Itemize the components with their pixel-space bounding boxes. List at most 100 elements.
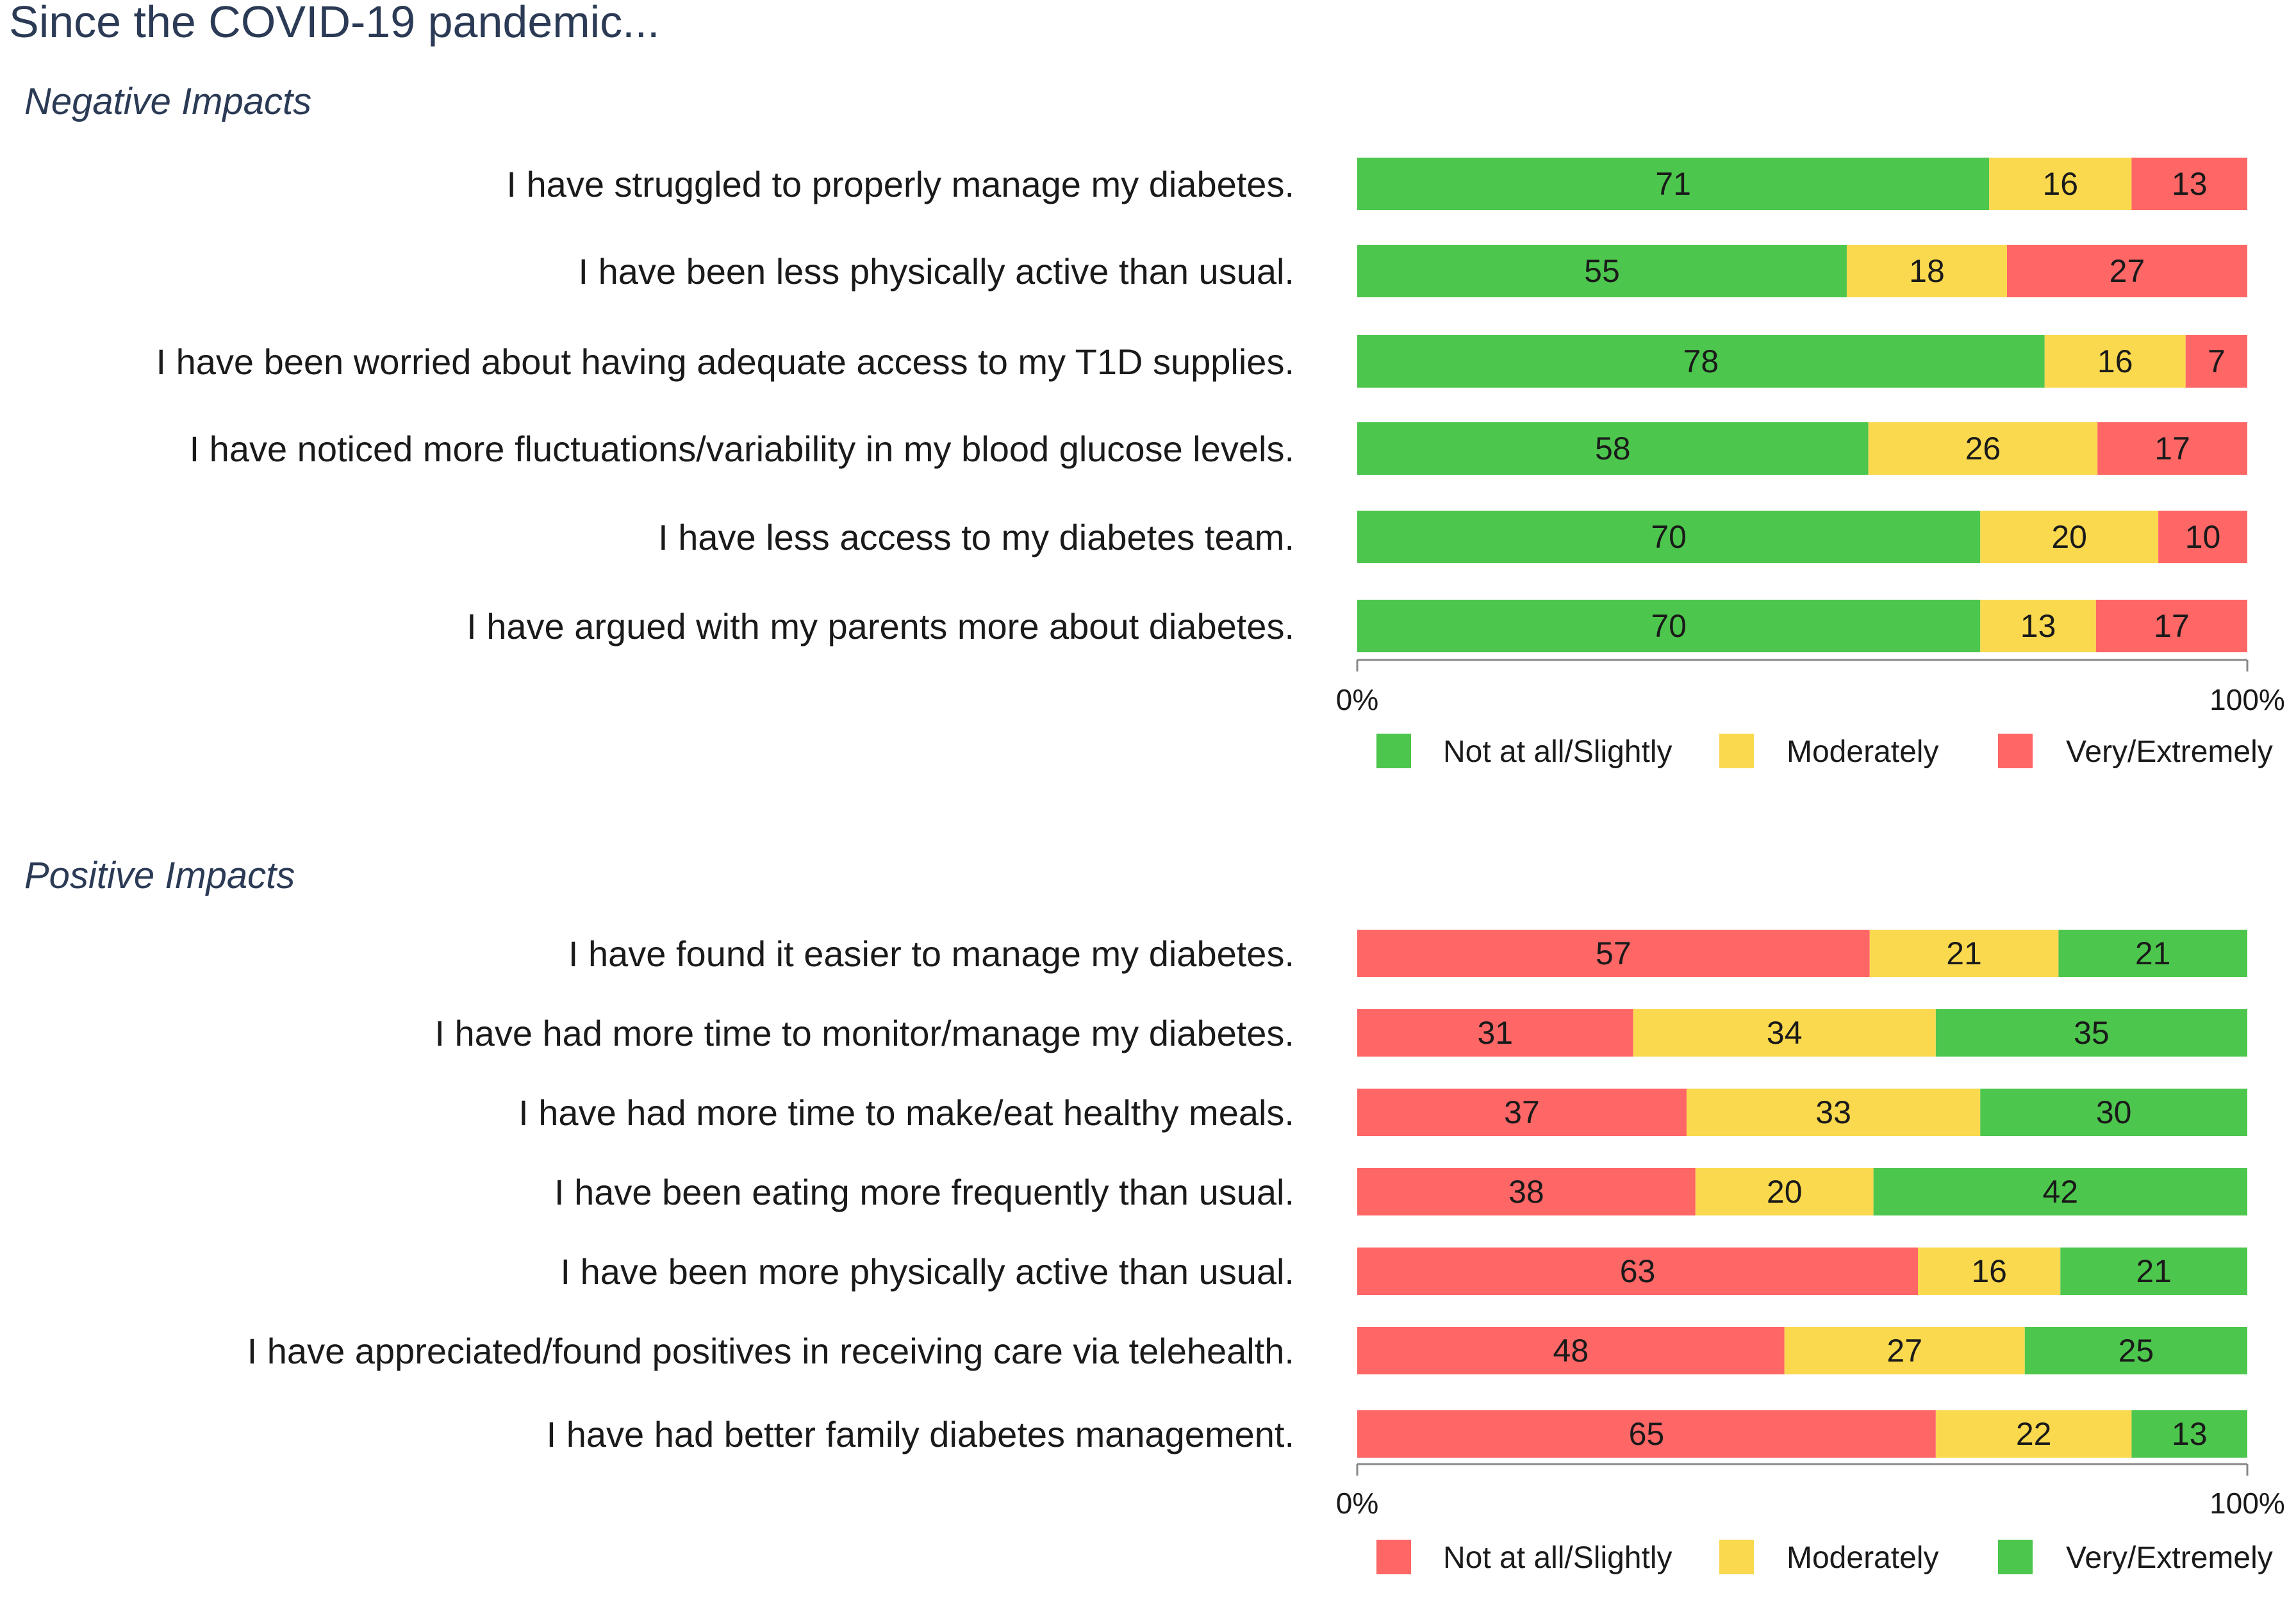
pos-bar-value-label: 25 — [2118, 1333, 2154, 1369]
pos-bar-segment — [1357, 1410, 1936, 1458]
pos-category-label: I have found it easier to manage my diab… — [568, 934, 1294, 974]
pos-bar-value-label: 27 — [1887, 1333, 1922, 1369]
pos-bar-segment — [1357, 1168, 1696, 1215]
section-title-negative: Negative Impacts — [24, 81, 311, 122]
pos-bar-segment — [2024, 1327, 2247, 1374]
neg-bar-value-label: 70 — [1651, 608, 1687, 644]
pos-bar-value-label: 21 — [2135, 935, 2171, 971]
neg-bar-segment — [1357, 158, 1990, 210]
neg-category-label: I have been less physically active than … — [578, 251, 1294, 292]
positive-impacts-panel: Positive Impacts I have found it easier … — [24, 855, 2285, 1575]
pos-bar-value-label: 30 — [2096, 1094, 2132, 1130]
pos-category-label: I have had better family diabetes manage… — [547, 1414, 1294, 1454]
negative-impacts-panel: Negative Impacts I have struggled to pro… — [24, 81, 2285, 769]
neg-bar-value-label: 10 — [2185, 519, 2221, 555]
neg-bar-segment — [1357, 600, 1981, 652]
pos-bar-segment — [2131, 1410, 2247, 1458]
neg-bar-value-label: 16 — [2042, 166, 2078, 202]
pos-bar-segment — [1935, 1410, 2132, 1458]
pos-bar-value-label: 16 — [1971, 1253, 2007, 1289]
neg-category-label: I have argued with my parents more about… — [467, 606, 1294, 647]
neg-legend-swatch — [1376, 734, 1411, 768]
neg-bar-value-label: 26 — [1965, 431, 2001, 466]
pos-bar-segment — [1357, 930, 1870, 977]
neg-bar-value-label: 78 — [1683, 343, 1719, 379]
pos-category-label: I have been eating more frequently than … — [554, 1172, 1294, 1212]
neg-bar-segment — [1989, 158, 2132, 210]
neg-bar-value-label: 58 — [1595, 431, 1631, 466]
pos-legend-label: Very/Extremely — [2066, 1541, 2273, 1575]
neg-legend-label: Very/Extremely — [2066, 735, 2273, 769]
neg-bar-value-label: 18 — [1909, 253, 1945, 289]
neg-bar-value-label: 13 — [2020, 608, 2056, 644]
neg-bar-segment — [1357, 335, 2045, 388]
pos-bar-value-label: 48 — [1553, 1333, 1589, 1369]
pos-bar-value-label: 22 — [2016, 1416, 2052, 1452]
pos-bar-segment — [1869, 930, 2059, 977]
pos-bar-value-label: 37 — [1504, 1094, 1540, 1130]
pos-bar-segment — [1918, 1248, 2061, 1295]
pos-bar-segment — [1695, 1168, 1874, 1215]
pos-bar-segment — [2058, 930, 2247, 977]
pos-category-label: I have been more physically active than … — [560, 1251, 1294, 1292]
neg-bar-segment — [2095, 600, 2247, 652]
section-title-positive: Positive Impacts — [24, 855, 295, 896]
pos-bar-value-label: 20 — [1767, 1174, 1803, 1210]
pos-legend-swatch — [1719, 1540, 1754, 1574]
pos-bar-value-label: 65 — [1629, 1416, 1665, 1452]
pos-bar-value-label: 42 — [2042, 1174, 2078, 1210]
pos-legend-swatch — [1376, 1540, 1411, 1574]
neg-bar-value-label: 7 — [2208, 343, 2226, 379]
pos-bar-value-label: 38 — [1508, 1174, 1544, 1210]
neg-category-label: I have struggled to properly manage my d… — [506, 164, 1294, 204]
pos-bar-value-label: 63 — [1620, 1253, 1656, 1289]
pos-tick-label: 0% — [1336, 1487, 1378, 1520]
neg-bar-segment — [1357, 245, 1847, 297]
neg-bar-segment — [1357, 511, 1981, 563]
neg-bar-segment — [1357, 422, 1869, 475]
pos-category-label: I have had more time to make/eat healthy… — [518, 1092, 1294, 1133]
pos-bar-segment — [1357, 1248, 1919, 1295]
neg-legend-label: Not at all/Slightly — [1443, 735, 1672, 769]
pos-bar-segment — [1935, 1009, 2247, 1057]
chart-title: Since the COVID-19 pandemic... — [9, 0, 659, 47]
neg-bar-value-label: 27 — [2110, 253, 2145, 289]
pos-bar-value-label: 13 — [2172, 1416, 2208, 1452]
neg-bar-segment — [1868, 422, 2098, 475]
neg-bar-value-label: 70 — [1651, 519, 1687, 555]
pos-bar-value-label: 35 — [2074, 1015, 2110, 1051]
neg-legend-label: Moderately — [1787, 735, 1938, 769]
pos-legend-swatch — [1998, 1540, 2033, 1574]
neg-bar-segment — [1980, 600, 2096, 652]
pos-category-label: I have appreciated/found positives in re… — [247, 1331, 1294, 1371]
pos-legend-label: Moderately — [1787, 1541, 1938, 1575]
pos-bar-segment — [1686, 1089, 1981, 1136]
neg-bar-value-label: 16 — [2097, 343, 2133, 379]
neg-bar-segment — [2006, 245, 2247, 297]
pos-bar-segment — [1357, 1327, 1785, 1374]
neg-bar-segment — [1846, 245, 2007, 297]
neg-bar-value-label: 71 — [1655, 166, 1691, 202]
pos-bar-value-label: 33 — [1815, 1094, 1851, 1130]
neg-bar-value-label: 20 — [2051, 519, 2087, 555]
pos-bar-value-label: 57 — [1596, 935, 1631, 971]
neg-bar-segment — [2158, 511, 2247, 563]
pos-bar-value-label: 21 — [1946, 935, 1982, 971]
pos-bar-segment — [1357, 1089, 1687, 1136]
pos-category-label: I have had more time to monitor/manage m… — [434, 1013, 1294, 1053]
neg-bar-segment — [2044, 335, 2186, 388]
neg-bar-value-label: 13 — [2172, 166, 2208, 202]
pos-bar-value-label: 21 — [2136, 1253, 2172, 1289]
neg-bar-value-label: 17 — [2154, 431, 2190, 466]
pos-legend-label: Not at all/Slightly — [1443, 1541, 1672, 1575]
pos-bar-value-label: 34 — [1767, 1015, 1803, 1051]
neg-category-label: I have been worried about having adequat… — [156, 342, 1295, 382]
neg-bar-value-label: 55 — [1584, 253, 1620, 289]
neg-tick-label: 0% — [1336, 683, 1378, 716]
neg-bar-segment — [2097, 422, 2247, 475]
neg-bar-segment — [1980, 511, 2159, 563]
neg-bar-segment — [2185, 335, 2247, 388]
pos-bar-value-label: 31 — [1477, 1015, 1513, 1051]
pos-bar-segment — [2060, 1248, 2247, 1295]
